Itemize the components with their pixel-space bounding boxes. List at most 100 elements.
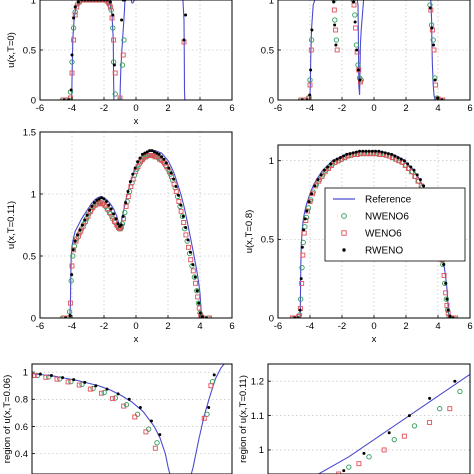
x-tick-label: -2	[100, 103, 108, 114]
x-tick-label: -6	[274, 103, 282, 114]
point-weno6	[32, 373, 38, 378]
point-rweno	[127, 397, 131, 401]
point-rweno	[300, 245, 304, 249]
point-rweno	[322, 168, 326, 172]
point-rweno	[114, 217, 118, 221]
point-rweno	[396, 156, 400, 160]
point-weno6	[188, 257, 194, 263]
point-weno6	[79, 0, 85, 3]
point-rweno	[80, 223, 84, 227]
point-weno6	[447, 406, 453, 412]
x-tick-label: -2	[338, 321, 346, 332]
point-weno6	[112, 70, 118, 76]
point-rweno	[332, 0, 336, 4]
point-rweno	[358, 78, 362, 82]
x-tick-label: 6	[229, 103, 234, 114]
point-nweno6	[204, 411, 210, 417]
point-rweno	[120, 18, 124, 22]
point-rweno	[191, 263, 195, 267]
point-rweno	[422, 184, 426, 188]
point-rweno	[418, 178, 422, 182]
point-rweno	[305, 209, 309, 213]
y-tick-label: 0	[269, 95, 274, 106]
point-rweno	[364, 149, 368, 153]
point-nweno6	[123, 402, 130, 408]
point-rweno	[107, 203, 111, 207]
point-rweno	[100, 196, 104, 200]
point-rweno	[333, 23, 337, 27]
point-weno6	[415, 178, 421, 184]
point-rweno	[119, 223, 123, 227]
point-rweno	[49, 374, 53, 378]
point-rweno	[319, 173, 323, 177]
point-rweno	[97, 197, 101, 201]
point-rweno	[380, 150, 384, 154]
y-tick-label: 0.5	[261, 235, 274, 246]
point-rweno	[308, 93, 312, 97]
point-weno6	[289, 315, 295, 318]
point-weno6	[67, 300, 73, 306]
point-weno6	[412, 174, 418, 179]
x-axis-label: x	[372, 334, 377, 345]
point-weno6	[190, 268, 196, 274]
point-weno6	[101, 0, 107, 3]
point-rweno	[73, 239, 77, 243]
point-rweno	[448, 314, 452, 318]
point-weno6	[91, 0, 97, 3]
point-rweno	[116, 222, 120, 226]
point-rweno	[428, 6, 432, 10]
point-nweno6	[72, 9, 78, 15]
point-nweno6	[110, 25, 116, 31]
point-rweno	[303, 217, 307, 221]
point-weno6	[431, 47, 437, 53]
point-rweno	[207, 405, 211, 409]
point-rweno	[345, 152, 349, 156]
y-tick-label: 1.2	[251, 376, 264, 387]
point-rweno	[335, 157, 339, 161]
point-rweno	[83, 218, 87, 222]
point-weno6	[132, 414, 138, 420]
x-tick-label: 2	[165, 103, 170, 114]
point-weno6	[299, 280, 305, 286]
point-nweno6	[119, 62, 126, 68]
point-rweno	[181, 214, 185, 218]
point-rweno	[393, 154, 397, 158]
point-weno6	[296, 313, 302, 318]
point-rweno	[109, 207, 113, 211]
x-tick-label: -4	[306, 103, 314, 114]
point-rweno	[160, 155, 164, 159]
point-rweno	[121, 214, 125, 218]
x-tick-label: 0	[371, 321, 376, 332]
y-tick-label: 0.5	[23, 45, 36, 56]
point-weno6	[336, 471, 342, 474]
point-rweno	[302, 228, 306, 232]
legend-swatch-weno6	[341, 230, 347, 236]
y-axis-label: region of u(x,T=0.11)	[238, 375, 249, 463]
point-rweno	[445, 297, 449, 301]
point-nweno6	[300, 239, 306, 246]
point-nweno6	[437, 406, 443, 412]
point-nweno6	[302, 224, 308, 230]
series-line-reference	[32, 364, 225, 474]
point-nweno6	[121, 37, 127, 43]
point-weno6	[178, 208, 184, 214]
point-weno6	[331, 7, 337, 13]
point-rweno	[307, 200, 311, 204]
axes-frame	[267, 363, 471, 474]
point-weno6	[64, 97, 70, 100]
point-rweno	[184, 225, 188, 229]
point-rweno	[90, 204, 94, 208]
point-nweno6	[79, 381, 85, 388]
point-nweno6	[69, 59, 75, 65]
point-rweno	[150, 149, 154, 153]
point-nweno6	[457, 388, 463, 395]
point-nweno6	[112, 395, 118, 401]
point-weno6	[82, 0, 88, 3]
point-rweno	[444, 281, 448, 285]
point-rweno	[212, 373, 216, 377]
point-rweno	[61, 376, 65, 380]
point-nweno6	[71, 243, 78, 249]
point-rweno	[76, 0, 80, 4]
